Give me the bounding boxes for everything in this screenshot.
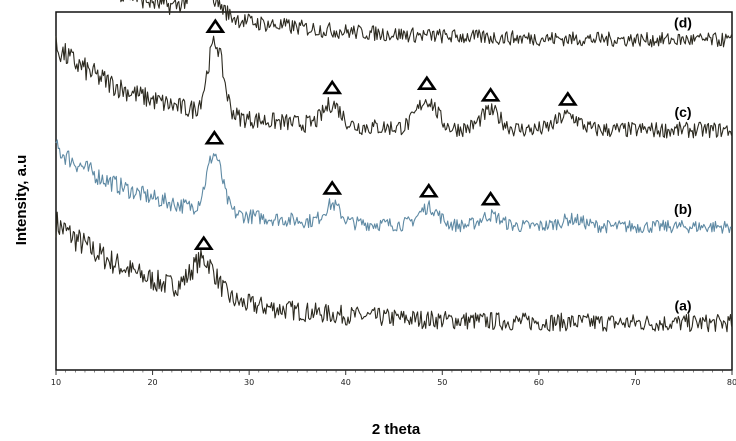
series-label-b: (b) [674,201,692,217]
plot-area: 10 20 30 40 50 60 70 80 (a) (b) (c) (d) [51,0,736,387]
x-tick-label: 10 [51,378,61,387]
peak-marker-triangle [416,75,437,91]
x-tick-label: 40 [341,378,351,387]
peak-marker-triangle [204,129,225,145]
x-tick-label: 80 [727,378,736,387]
series-line-d [120,0,733,48]
x-axis-title: 2 theta [372,421,421,438]
series-label-c: (c) [674,104,691,120]
y-axis-title: Intensity, a.u [13,155,30,246]
peak-marker-triangle [205,18,226,34]
peak-marker-triangle [480,87,501,102]
peak-marker-triangle [322,79,343,95]
series-line-b [55,139,732,234]
x-tick-label: 50 [437,378,447,387]
peak-marker-triangle [480,190,501,206]
peak-marker-triangle [322,180,343,195]
series-line-c [55,35,733,139]
peak-marker-triangle [418,182,439,198]
series-label-a: (a) [674,298,691,314]
x-tick-label: 30 [244,378,254,387]
series-label-d: (d) [674,15,692,31]
peak-marker-triangle [193,235,214,250]
x-tick-label: 70 [630,378,640,387]
peak-marker-triangle [557,91,578,106]
x-tick-label: 60 [534,378,544,387]
series-line-a [55,211,733,333]
x-tick-label: 20 [147,378,157,387]
